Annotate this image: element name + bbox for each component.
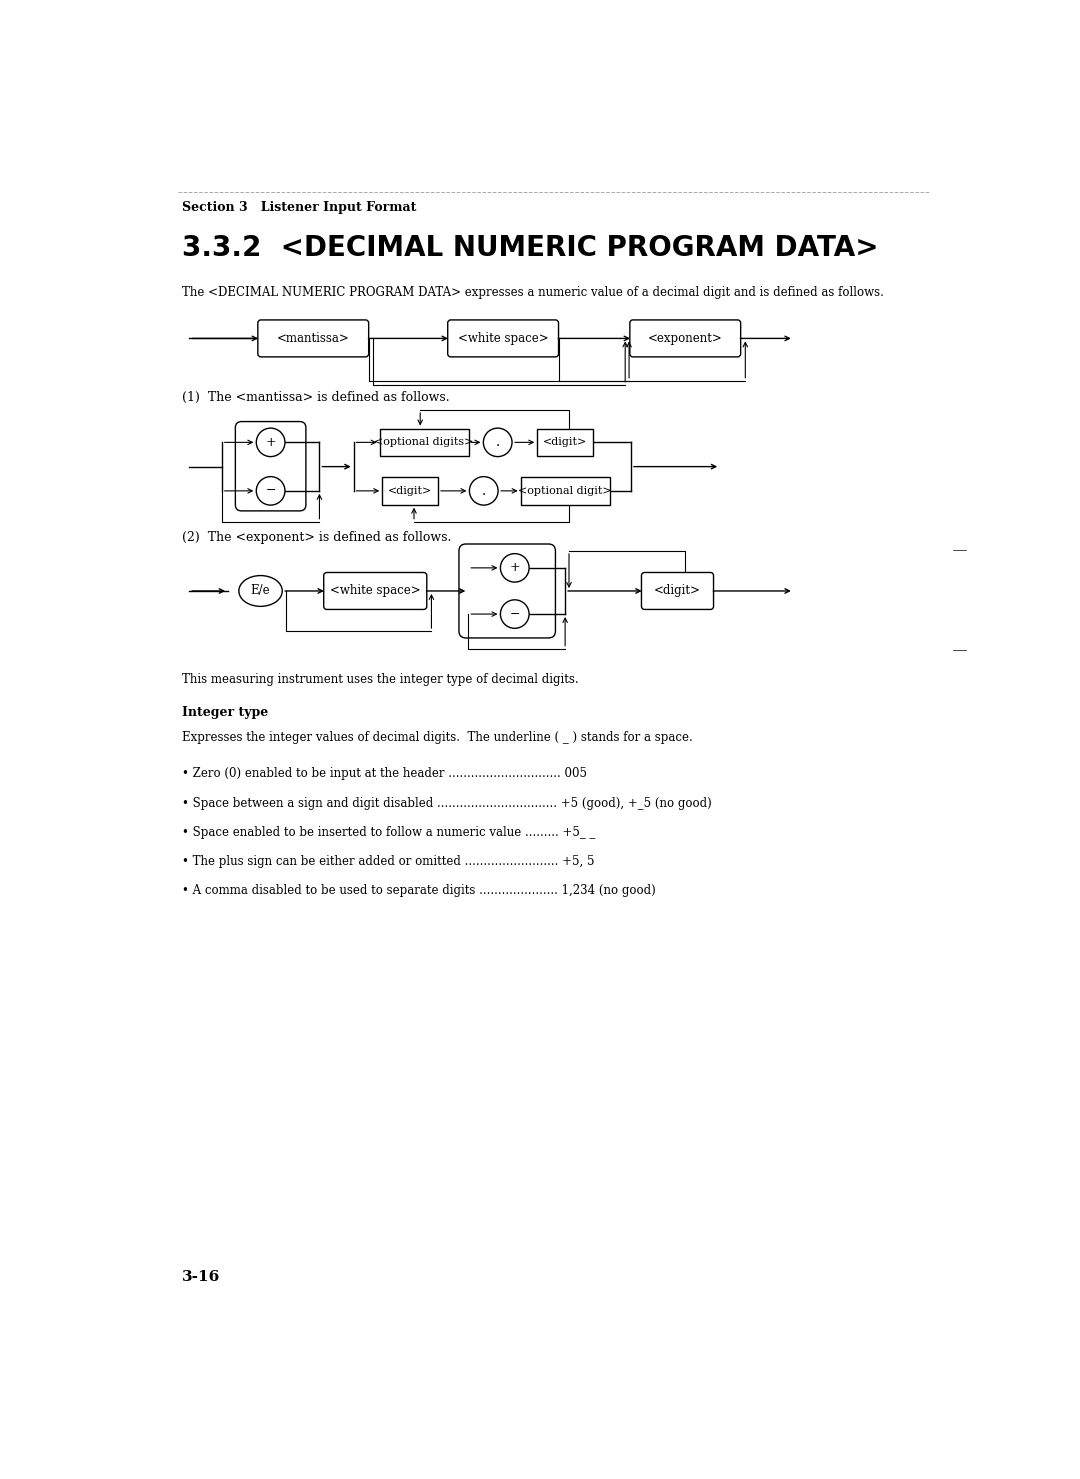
Text: • Zero (0) enabled to be input at the header .............................. 005: • Zero (0) enabled to be input at the he… [181, 768, 586, 781]
Text: • The plus sign can be either added or omitted ......................... +5, 5: • The plus sign can be either added or o… [181, 855, 594, 868]
Text: (1)  The <mantissa> is defined as follows.: (1) The <mantissa> is defined as follows… [181, 390, 449, 404]
FancyBboxPatch shape [537, 429, 593, 456]
Text: −: − [266, 484, 275, 497]
FancyBboxPatch shape [642, 572, 714, 609]
Ellipse shape [239, 575, 282, 606]
Circle shape [500, 600, 529, 629]
Text: Section 3   Listener Input Format: Section 3 Listener Input Format [181, 201, 416, 214]
FancyBboxPatch shape [379, 429, 469, 456]
Text: <exponent>: <exponent> [648, 331, 723, 345]
Text: (2)  The <exponent> is defined as follows.: (2) The <exponent> is defined as follows… [181, 531, 450, 544]
Text: E/e: E/e [251, 584, 270, 598]
Circle shape [470, 476, 498, 506]
Text: <optional digits>: <optional digits> [375, 438, 474, 447]
Text: <mantissa>: <mantissa> [276, 331, 350, 345]
Text: .: . [482, 484, 486, 498]
FancyBboxPatch shape [630, 319, 741, 356]
FancyBboxPatch shape [459, 544, 555, 637]
Text: Expresses the integer values of decimal digits.  The underline ( _ ) stands for : Expresses the integer values of decimal … [181, 731, 692, 744]
FancyBboxPatch shape [324, 572, 427, 609]
Text: −: − [510, 608, 519, 621]
Circle shape [256, 427, 285, 457]
Text: <digit>: <digit> [543, 438, 588, 447]
FancyBboxPatch shape [382, 478, 438, 504]
Text: <optional digit>: <optional digit> [518, 487, 612, 495]
Text: • Space enabled to be inserted to follow a numeric value ......... +5_ _: • Space enabled to be inserted to follow… [181, 825, 595, 839]
Text: Integer type: Integer type [181, 705, 268, 719]
Text: 3.3.2  <DECIMAL NUMERIC PROGRAM DATA>: 3.3.2 <DECIMAL NUMERIC PROGRAM DATA> [181, 235, 878, 262]
Circle shape [484, 427, 512, 457]
FancyBboxPatch shape [521, 478, 610, 504]
Text: • Space between a sign and digit disabled ................................ +5 (g: • Space between a sign and digit disable… [181, 797, 712, 809]
Circle shape [256, 476, 285, 506]
Text: +: + [510, 562, 521, 574]
Text: <white space>: <white space> [458, 331, 549, 345]
Text: This measuring instrument uses the integer type of decimal digits.: This measuring instrument uses the integ… [181, 673, 578, 686]
Text: +: + [266, 436, 275, 448]
Circle shape [500, 553, 529, 583]
Text: <digit>: <digit> [388, 487, 432, 495]
Text: .: . [496, 435, 500, 450]
Text: <digit>: <digit> [654, 584, 701, 598]
Text: <white space>: <white space> [329, 584, 420, 598]
FancyBboxPatch shape [448, 319, 558, 356]
Text: 3-16: 3-16 [181, 1270, 219, 1284]
FancyBboxPatch shape [258, 319, 368, 356]
FancyBboxPatch shape [235, 422, 306, 510]
Text: The <DECIMAL NUMERIC PROGRAM DATA> expresses a numeric value of a decimal digit : The <DECIMAL NUMERIC PROGRAM DATA> expre… [181, 285, 883, 299]
Text: • A comma disabled to be used to separate digits ..................... 1,234 (no: • A comma disabled to be used to separat… [181, 884, 656, 898]
